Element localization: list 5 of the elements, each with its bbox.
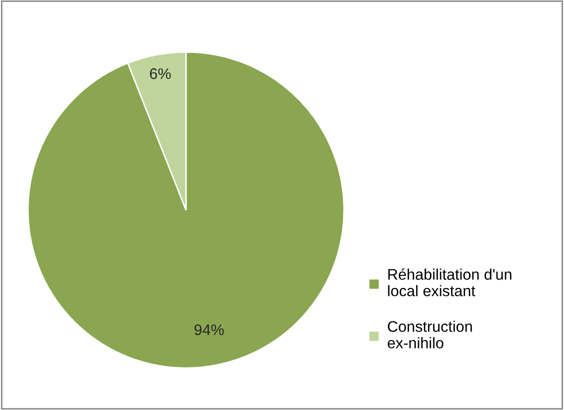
legend-label: Construction ex-nihilo <box>388 320 472 348</box>
legend-label: Réhabilitation d'un local existant <box>388 268 512 296</box>
data-label: 94% <box>194 324 224 336</box>
data-label: 6% <box>150 68 171 80</box>
pie-slice <box>27 51 345 369</box>
